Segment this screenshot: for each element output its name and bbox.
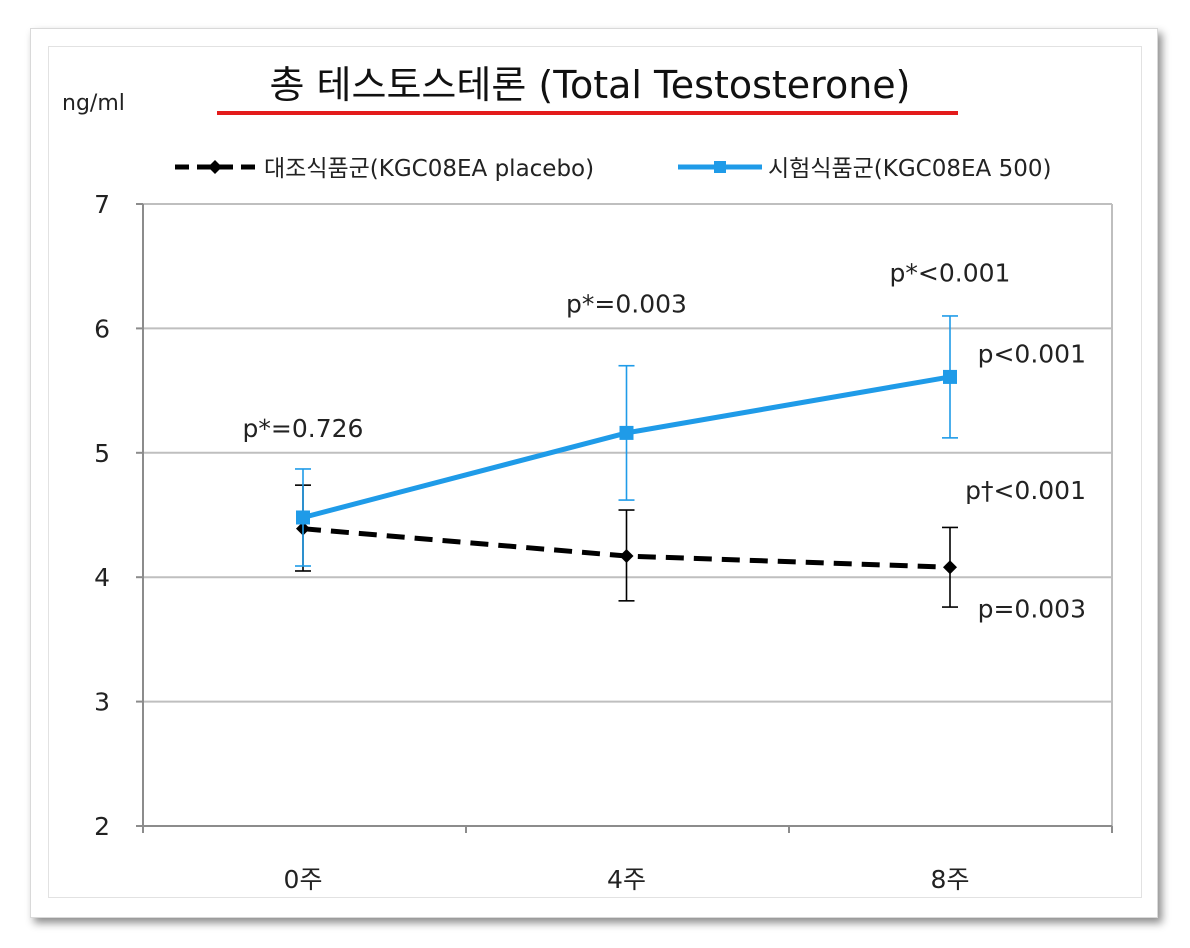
x-tick-label: 0주 [284, 865, 323, 894]
y-tick-label: 3 [94, 688, 110, 717]
legend-placebo-marker [208, 160, 222, 174]
legend-placebo-label: 대조식품군(KGC08EA placebo) [264, 156, 594, 182]
y-tick-label: 4 [94, 563, 110, 592]
x-tick-label: 8주 [931, 865, 970, 894]
chart-inner-border [48, 46, 1142, 898]
y-tick-label: 6 [94, 314, 110, 343]
placebo-point [943, 560, 957, 575]
chart-frame [30, 28, 1158, 918]
legend-test-label: 시험식품군(KGC08EA 500) [768, 156, 1051, 182]
p-value-annotation: p†<0.001 [965, 476, 1086, 505]
p-value-annotation: p*=0.003 [566, 290, 687, 319]
legend: 대조식품군(KGC08EA placebo) 시험식품군(KGC08EA 500… [175, 156, 1051, 182]
placebo-point [619, 549, 634, 564]
y-tick-label: 2 [94, 812, 110, 841]
test-point [296, 510, 310, 525]
p-value-annotation: p=0.003 [978, 594, 1086, 623]
p-value-annotation: p*=0.726 [243, 414, 364, 443]
y-tick-label: 5 [94, 439, 110, 468]
test-point [943, 369, 957, 384]
chart-title: 총 테스토스테론 (Total Testosterone) [269, 63, 910, 107]
p-value-annotation: p<0.001 [978, 339, 1086, 368]
legend-test-marker [714, 161, 726, 173]
y-tick-label: 7 [94, 190, 110, 219]
y-axis-unit: ng/ml [62, 91, 125, 116]
p-value-annotation: p*<0.001 [890, 258, 1011, 287]
test-point [619, 425, 634, 440]
x-tick-label: 4주 [607, 865, 646, 894]
